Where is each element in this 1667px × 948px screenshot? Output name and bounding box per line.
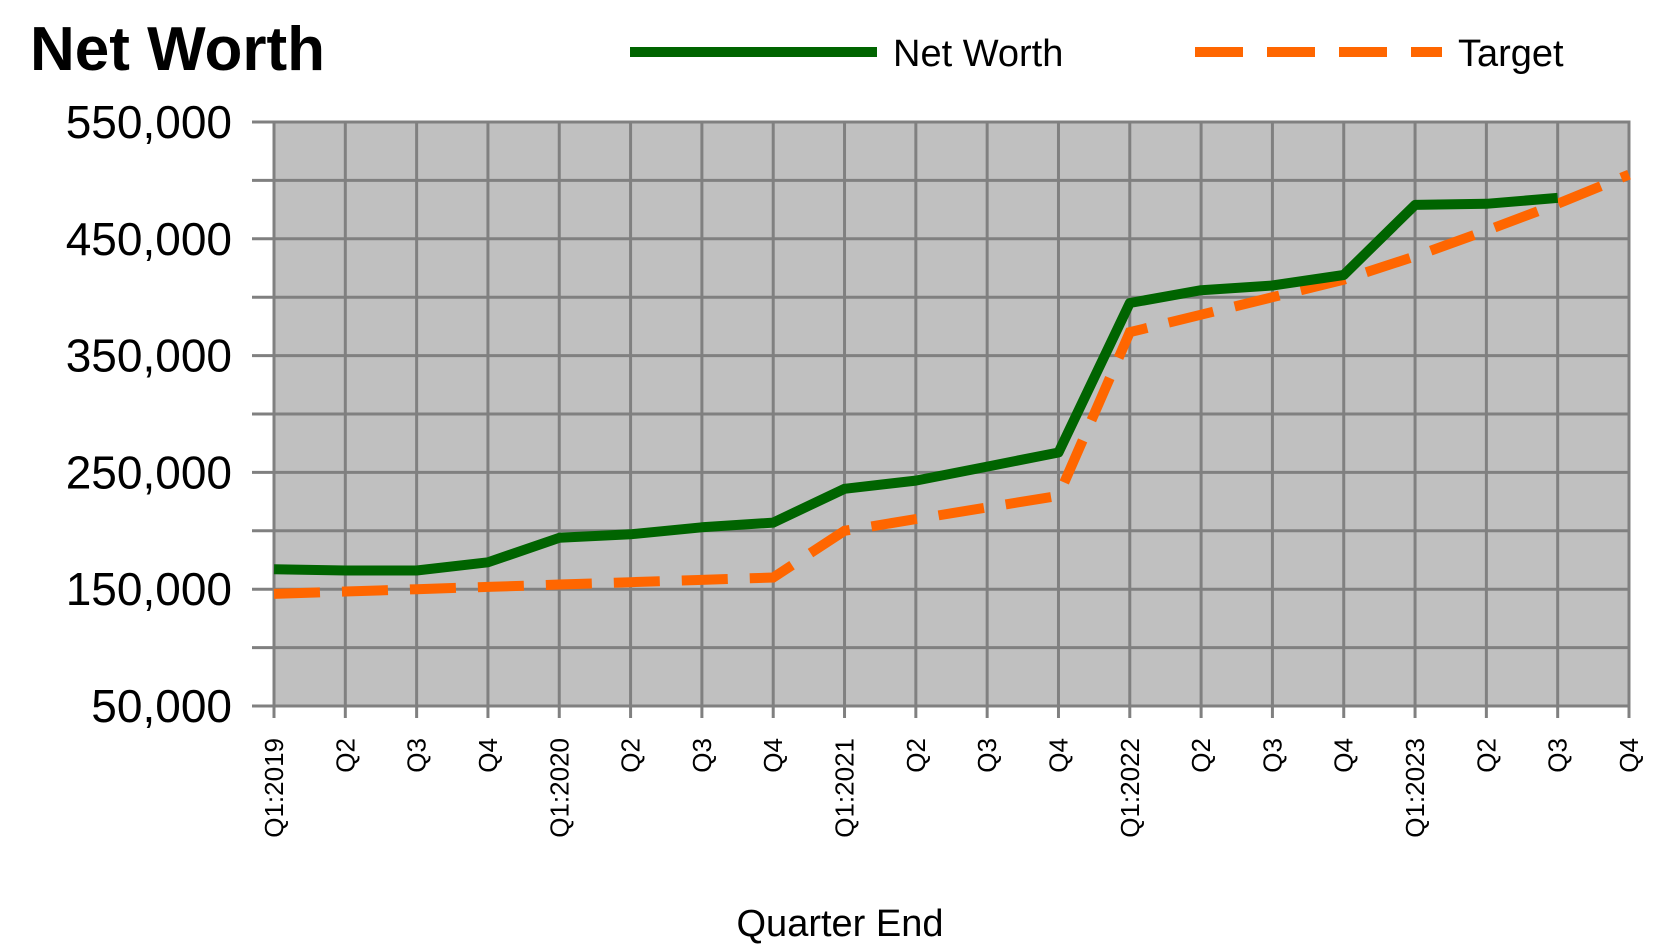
x-tick-label: Q3 — [1543, 738, 1573, 773]
y-tick-label: 350,000 — [66, 330, 232, 382]
x-tick-label: Q4 — [1043, 738, 1073, 773]
x-axis-tick-labels: Q1:2019 Q2 Q3 Q4 Q1:2020 Q2 Q3 Q4 Q1:2021 Q2 Q3 Q4 Q… — [259, 738, 1644, 838]
y-tick-label: 250,000 — [66, 446, 232, 498]
x-tick-label: Q2 — [616, 738, 646, 773]
series-line-net-worth — [273, 192, 1559, 576]
series-line-target — [273, 169, 1631, 599]
x-axis-label: Quarter End — [737, 903, 944, 945]
chart-title: Net Worth — [30, 15, 325, 84]
y-tick-label: 450,000 — [66, 213, 232, 265]
legend-label-net-worth: Net Worth — [893, 33, 1063, 75]
x-tick-label: Q1:2021 — [830, 738, 860, 838]
legend: Net Worth Target — [630, 33, 1564, 75]
x-tick-label: Q4 — [758, 738, 788, 773]
x-tick-label: Q3 — [972, 738, 1002, 773]
series-lines — [273, 169, 1631, 599]
gridlines — [252, 120, 1631, 718]
y-axis-tick-labels: 550,000 450,000 350,000 250,000 150,000 50,00… — [66, 96, 232, 732]
x-tick-label: Q4 — [473, 738, 503, 773]
x-tick-label: Q1:2020 — [544, 738, 574, 838]
y-tick-label: 150,000 — [66, 563, 232, 615]
x-tick-label: Q4 — [1329, 738, 1359, 773]
x-tick-label: Q3 — [687, 738, 717, 773]
x-tick-label: Q2 — [901, 738, 931, 773]
x-tick-label: Q4 — [1614, 738, 1644, 773]
x-tick-label: Q2 — [1186, 738, 1216, 773]
x-tick-label: Q2 — [330, 738, 360, 773]
legend-label-target: Target — [1458, 33, 1564, 75]
x-tick-label: Q1:2023 — [1400, 738, 1430, 838]
y-tick-label: 550,000 — [66, 96, 232, 148]
x-tick-label: Q1:2022 — [1115, 738, 1145, 838]
x-tick-label: Q2 — [1471, 738, 1501, 773]
x-tick-label: Q3 — [402, 738, 432, 773]
x-tick-label: Q3 — [1257, 738, 1287, 773]
y-tick-label: 50,000 — [91, 680, 232, 732]
x-tick-label: Q1:2019 — [259, 738, 289, 838]
